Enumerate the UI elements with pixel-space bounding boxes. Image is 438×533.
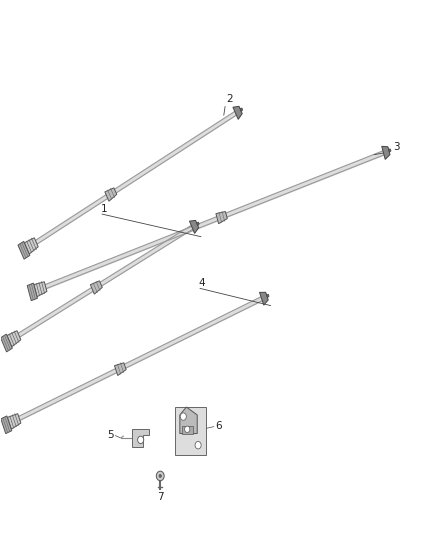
Polygon shape [182,425,193,433]
Circle shape [156,471,164,481]
Circle shape [195,441,201,449]
Circle shape [138,436,144,443]
Polygon shape [197,222,199,225]
Polygon shape [216,212,227,224]
Circle shape [185,426,190,432]
Polygon shape [259,292,268,305]
Polygon shape [382,146,390,159]
Polygon shape [7,414,21,429]
Text: 3: 3 [393,142,400,152]
Text: 2: 2 [226,94,233,104]
Circle shape [159,474,162,478]
Polygon shape [7,330,21,347]
Polygon shape [389,149,391,152]
Text: 7: 7 [157,492,163,502]
Text: 6: 6 [215,421,223,431]
Circle shape [180,413,186,420]
Polygon shape [25,238,38,254]
Text: 1: 1 [100,204,107,214]
Polygon shape [27,283,37,301]
Polygon shape [233,107,242,119]
Polygon shape [34,282,47,297]
Polygon shape [1,416,12,434]
Polygon shape [114,363,126,375]
Polygon shape [18,241,30,259]
Text: 5: 5 [107,430,113,440]
Polygon shape [180,407,197,433]
Text: 4: 4 [198,278,205,288]
Polygon shape [132,429,149,447]
Polygon shape [105,188,117,201]
Polygon shape [0,334,12,352]
Polygon shape [190,220,199,233]
FancyBboxPatch shape [176,407,206,455]
Polygon shape [90,281,102,294]
Polygon shape [266,294,269,298]
Polygon shape [240,108,243,111]
